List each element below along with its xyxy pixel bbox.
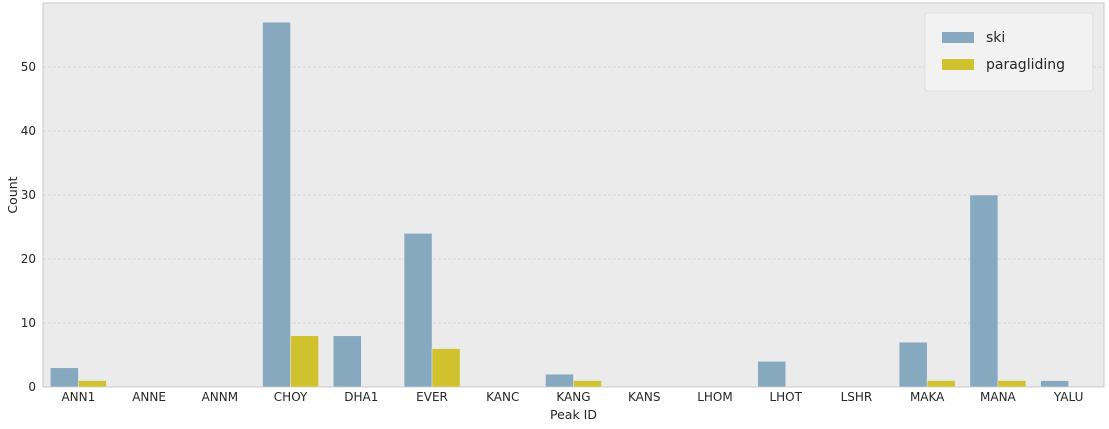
grid-lines <box>43 66 1104 324</box>
x-tick-label: LHOT <box>769 390 802 404</box>
x-tick-label: YALU <box>1053 390 1083 404</box>
y-tick-label: 50 <box>21 60 36 74</box>
bar-ski-lhot <box>757 361 786 388</box>
x-tick-label: ANNE <box>132 390 166 404</box>
legend-label-paragliding: paragliding <box>986 57 1065 73</box>
bars <box>50 21 1069 388</box>
x-axis-label: Peak ID <box>550 407 597 422</box>
y-tick-label: 10 <box>21 316 36 330</box>
bar-paragliding-maka <box>926 380 956 388</box>
bar-ski-kang <box>545 373 574 388</box>
x-tick-label: MAKA <box>910 390 945 404</box>
x-tick-label: MANA <box>980 390 1017 404</box>
x-tick-label: LSHR <box>841 390 873 404</box>
bar-ski-ann1 <box>50 367 79 388</box>
y-axis-label: Count <box>5 176 20 213</box>
bar-paragliding-kang <box>573 380 602 388</box>
bar-ski-choy <box>262 21 291 388</box>
x-tick-label: ANNM <box>202 390 239 404</box>
x-tick-label: KANS <box>628 390 660 404</box>
x-tick-label: ANN1 <box>61 390 95 404</box>
x-tick-label: DHA1 <box>344 390 378 404</box>
legend-swatch-paragliding <box>942 59 974 70</box>
y-tick-label: 20 <box>21 252 36 266</box>
x-tick-label: KANG <box>556 390 590 404</box>
bar-ski-maka <box>898 341 928 388</box>
y-tick-label: 0 <box>28 380 36 394</box>
bar-ski-ever <box>403 233 433 388</box>
bar-paragliding-mana <box>997 380 1027 388</box>
x-tick-label: CHOY <box>274 390 308 404</box>
x-tick-label: KANC <box>486 390 519 404</box>
x-tick-label: LHOM <box>697 390 733 404</box>
bar-ski-dha1 <box>333 335 362 388</box>
legend: ski paragliding <box>924 12 1094 92</box>
y-tick-label: 40 <box>21 124 36 138</box>
legend-label-ski: ski <box>986 30 1005 46</box>
x-tick-labels: ANN1 ANNE ANNM CHOY DHA1 EVER KANC KANG KANS LHOM… <box>61 390 1083 404</box>
legend-box <box>924 12 1094 92</box>
legend-swatch-ski <box>942 32 974 43</box>
bar-paragliding-ever <box>431 348 461 388</box>
bar-paragliding-choy <box>290 335 319 388</box>
bar-paragliding-ann1 <box>78 380 107 388</box>
bar-ski-yalu <box>1040 380 1069 388</box>
y-tick-label: 30 <box>21 188 36 202</box>
x-tick-label: EVER <box>416 390 448 404</box>
bar-ski-mana <box>969 194 999 388</box>
y-tick-labels: 0 10 20 30 40 50 <box>21 60 36 394</box>
